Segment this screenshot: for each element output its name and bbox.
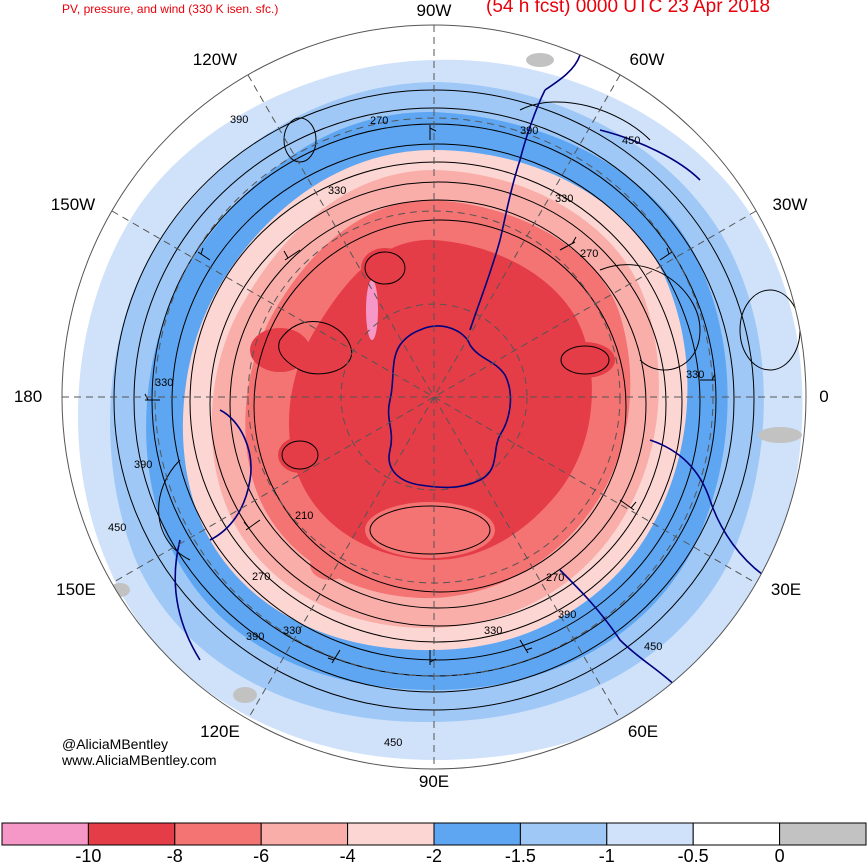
- colorbar-tick-label: -6: [253, 846, 270, 866]
- pv-blob: [278, 437, 322, 473]
- colorbar-tick-label: -2: [425, 846, 443, 866]
- lon-label-120e: 120E: [200, 722, 240, 741]
- colorbar-swatch: [260, 822, 349, 846]
- contour-label: 390: [230, 114, 248, 126]
- contour-label: 390: [520, 125, 538, 137]
- pv-blob: [365, 502, 495, 558]
- pv-blob: [250, 328, 310, 372]
- contour-label: 270: [580, 248, 598, 260]
- colorbar-tick-label: -8: [166, 846, 183, 866]
- colorbar: [1, 822, 867, 846]
- lon-label-150w: 150W: [50, 195, 96, 214]
- lon-label-0: 0: [819, 387, 829, 406]
- gray-patch: [758, 427, 802, 443]
- lon-label-90e: 90E: [418, 772, 450, 791]
- colorbar-tick-label: -4: [339, 846, 356, 866]
- forecast-time-title: (54 h fcst) 0000 UTC 23 Apr 2018: [486, 0, 771, 17]
- contour-label: 450: [644, 641, 662, 653]
- lon-label-60e: 60E: [627, 722, 659, 741]
- meridian-grid: [62, 25, 806, 769]
- contour-label: 390: [558, 609, 576, 621]
- map-subtitle: PV, pressure, and wind (330 K isen. sfc.…: [62, 2, 279, 16]
- colorbar-swatch: [606, 822, 694, 846]
- credit-handle: @AliciaMBentley: [62, 736, 169, 752]
- contour-label: 450: [384, 737, 402, 749]
- contour-label: 210: [295, 510, 313, 522]
- contour-label: 330: [328, 185, 346, 197]
- lon-label-180: 180: [13, 387, 43, 406]
- wind-barbs: [144, 125, 716, 665]
- contour-label: 270: [370, 115, 388, 127]
- map-boundary: [61, 24, 807, 770]
- coastlines: [174, 54, 771, 691]
- pv-blob: [361, 248, 409, 288]
- colorbar-swatch: [174, 822, 262, 846]
- contour-label: 270: [546, 572, 564, 584]
- pv-blob: [555, 342, 615, 378]
- pv-strong-field: [288, 239, 592, 560]
- colorbar-swatch: [87, 822, 176, 846]
- contour-label: 330: [686, 369, 704, 381]
- contour-label: 330: [283, 625, 301, 637]
- lon-label-90w: 90W: [416, 1, 452, 20]
- lon-label-30w: 30W: [772, 195, 808, 214]
- colorbar-tick-label: 0: [774, 846, 785, 866]
- colorbar-swatch: [433, 822, 521, 846]
- contour-label: 330: [155, 377, 173, 389]
- contour-label: 330: [555, 193, 573, 205]
- contour-label: 270: [252, 571, 270, 583]
- colorbar-swatch: [1, 822, 89, 846]
- contour-label: 390: [246, 631, 264, 643]
- contour-label: 330: [484, 625, 502, 637]
- lon-label-30e: 30E: [770, 580, 802, 599]
- colorbar-tick-label: -1.5: [504, 846, 536, 866]
- colorbar-swatch: [519, 822, 608, 846]
- contour-labels: 390 270 390 450 330 330 270 330 390 210 …: [108, 114, 704, 749]
- colorbar-tick-label: -0.5: [677, 846, 709, 866]
- colorbar-swatch: [347, 822, 435, 846]
- contour-label: 450: [622, 135, 640, 147]
- colorbar-tick-label: -10: [75, 846, 102, 866]
- contour-label: 450: [108, 522, 126, 534]
- lon-label-120w: 120W: [192, 50, 238, 69]
- colorbar-swatch: [779, 822, 867, 846]
- colorbar-swatch: [692, 822, 781, 846]
- lon-label-60w: 60W: [629, 50, 665, 69]
- contour-label: 390: [134, 459, 152, 471]
- gray-patch: [233, 687, 257, 703]
- lon-label-150e: 150E: [56, 580, 96, 599]
- credit-website[interactable]: www.AliciaMBentley.com: [62, 752, 217, 768]
- gray-patch: [526, 53, 554, 67]
- colorbar-tick-label: -1: [598, 846, 615, 866]
